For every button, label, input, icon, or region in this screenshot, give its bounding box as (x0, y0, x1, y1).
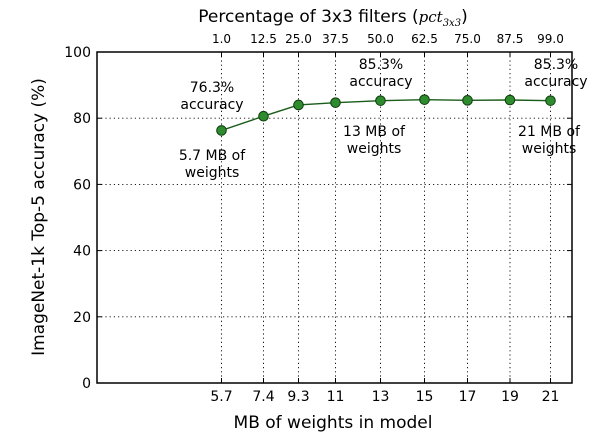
data-point (330, 97, 341, 108)
top-tick-label: 99.0 (537, 32, 564, 46)
y-tick-label: 80 (73, 111, 91, 127)
x-tick-label: 19 (501, 389, 519, 405)
x-tick-label: 21 (542, 389, 560, 405)
top-axis-title-text: Percentage of 3x3 filters ( (198, 7, 418, 27)
data-point (545, 95, 556, 106)
x-tick-label: 15 (416, 389, 434, 405)
top-axis-title-symbol: pct (419, 8, 444, 26)
annotation-line: 21 MB of (518, 124, 581, 140)
top-tick-label: 25.0 (285, 32, 312, 46)
x-tick-label: 5.7 (210, 389, 232, 405)
annotation-line: 5.7 MB of (179, 148, 246, 164)
axis-ticks (97, 51, 572, 384)
data-point (258, 110, 269, 122)
x-tick-label: 9.3 (287, 389, 309, 405)
annotation-line: accuracy (180, 97, 243, 113)
tick-labels: 5.7 1.0 7.4 12.5 9.3 25.0 11 37.5 13 50.0 15 62.5 17… (64, 32, 564, 405)
top-tick-label: 75.0 (454, 32, 481, 46)
y-axis-title: ImageNet-1k Top-5 accuracy (%) (29, 78, 49, 356)
x-tick-label: 13 (372, 389, 390, 405)
data-point (504, 94, 516, 106)
plot-frame (96, 51, 573, 384)
annotation-line: weights (185, 165, 240, 181)
y-tick-label: 60 (73, 177, 91, 193)
annotation-line: 85.3% (534, 57, 578, 73)
x-tick-label: 11 (327, 389, 345, 405)
x-tick-label: 17 (459, 389, 477, 405)
annotation-acc-last: 85.3% accuracy (524, 57, 587, 90)
top-axis-title: Percentage of 3x3 filters (pct3x3) (198, 7, 467, 29)
top-axis-title-subscript: 3x3 (443, 18, 461, 29)
x-axis-title: MB of weights in model (234, 413, 433, 433)
y-tick-label: 40 (73, 244, 91, 260)
top-tick-label: 37.5 (322, 32, 349, 46)
data-point (293, 99, 304, 111)
data-point (419, 94, 430, 105)
y-tick-label: 20 (73, 310, 91, 326)
data-point (462, 95, 473, 106)
top-axis-title-close: ) (461, 7, 468, 27)
annotation-line: accuracy (524, 74, 587, 90)
annotation-acc-first: 76.3% accuracy (180, 80, 243, 113)
annotation-mb-last: 21 MB of weights (518, 124, 581, 157)
annotation-line: weights (522, 141, 577, 157)
x-tick-label: 7.4 (252, 389, 274, 405)
annotation-line: 76.3% (190, 80, 234, 96)
annotation-line: 13 MB of (343, 124, 406, 140)
y-tick-label: 0 (82, 376, 91, 392)
top-tick-label: 87.5 (497, 32, 524, 46)
annotation-line: 85.3% (359, 57, 403, 73)
top-tick-label: 62.5 (411, 32, 438, 46)
data-point (216, 125, 227, 136)
top-tick-label: 50.0 (367, 32, 394, 46)
y-tick-label: 100 (64, 45, 91, 61)
top-tick-label: 1.0 (212, 32, 231, 46)
annotation-mb-mid: 13 MB of weights (343, 124, 406, 157)
annotation-line: weights (347, 141, 402, 157)
data-point (375, 95, 386, 106)
series-accuracy (216, 94, 556, 136)
annotation-mb-first: 5.7 MB of weights (179, 148, 246, 181)
annotation-line: accuracy (349, 74, 412, 90)
annotation-acc-mid: 85.3% accuracy (349, 57, 412, 90)
top-tick-label: 12.5 (250, 32, 277, 46)
